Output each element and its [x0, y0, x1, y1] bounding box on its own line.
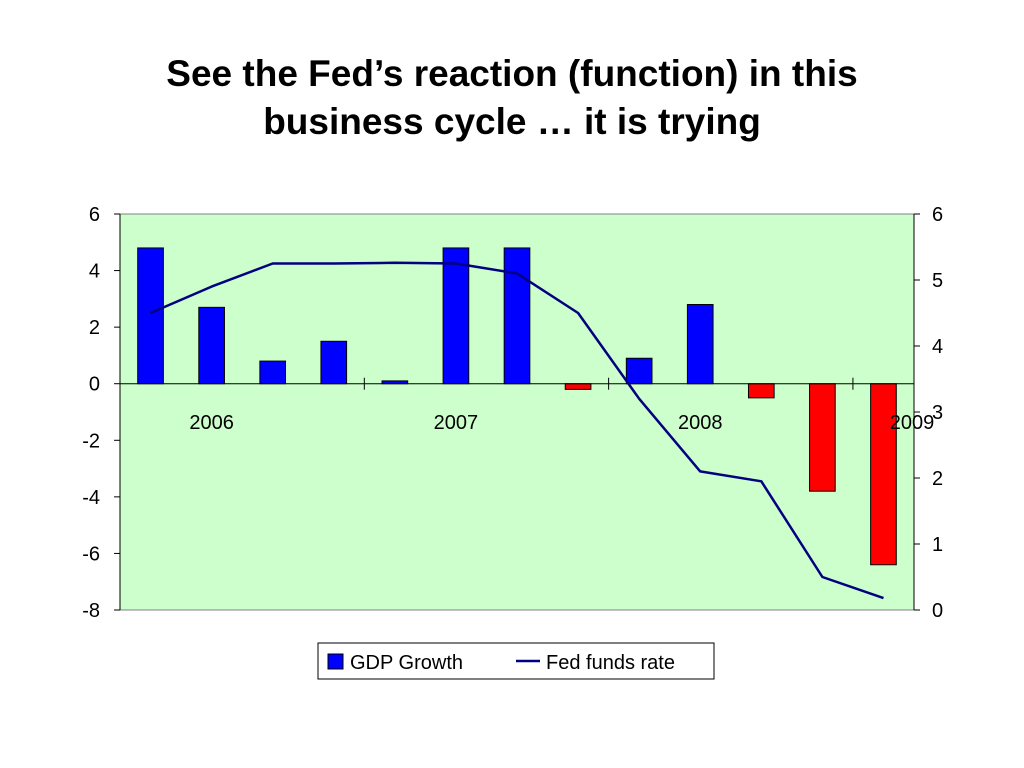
- year-tick-label: 2009: [890, 412, 935, 434]
- gdp-bar: [320, 340, 348, 385]
- right-axis-tick-label: 6: [932, 204, 943, 226]
- slide-title-line-2: business cycle … it is trying: [263, 101, 761, 142]
- gdp-bar: [503, 247, 531, 385]
- slide-title: See the Fed’s reaction (function) in thi…: [0, 50, 1024, 146]
- year-tick-label: 2006: [189, 412, 234, 434]
- gdp-bar: [625, 357, 653, 385]
- left-axis-tick-label: 2: [89, 317, 100, 339]
- gdp-bar: [564, 383, 592, 390]
- right-axis-tick-label: 1: [932, 534, 943, 556]
- right-axis-tick-label: 5: [932, 270, 943, 292]
- legend-fed-label: Fed funds rate: [546, 652, 675, 674]
- right-axis-tick-label: 2: [932, 468, 943, 490]
- gdp-bar: [137, 247, 164, 385]
- left-axis-tick-label: 0: [89, 374, 100, 396]
- gdp-bar: [809, 383, 836, 492]
- gdp-bar: [198, 306, 225, 385]
- year-tick-label: 2008: [678, 412, 723, 434]
- gdp-bar: [870, 383, 897, 566]
- left-axis-tick-label: -4: [82, 487, 100, 509]
- gdp-bar: [747, 383, 775, 399]
- gdp-bar: [686, 304, 714, 385]
- legend-gdp-swatch: [327, 653, 344, 670]
- legend-gdp-label: GDP Growth: [350, 652, 463, 674]
- right-axis-tick-label: 4: [932, 336, 943, 358]
- right-axis-tick-label: 3: [932, 402, 943, 424]
- left-axis-tick-label: -8: [82, 600, 100, 622]
- year-tick-label: 2007: [434, 412, 479, 434]
- gdp-bar: [442, 247, 470, 385]
- right-axis-tick-label: 0: [932, 600, 943, 622]
- slide-title-line-1: See the Fed’s reaction (function) in thi…: [166, 53, 858, 94]
- left-axis-tick-label: -2: [82, 430, 100, 452]
- left-axis-tick-label: -6: [82, 543, 100, 565]
- left-axis-tick-label: 4: [89, 261, 100, 283]
- gdp-bar: [259, 360, 287, 385]
- fed-funds-rate-line: [150, 261, 884, 600]
- left-axis-tick-label: 6: [89, 204, 100, 226]
